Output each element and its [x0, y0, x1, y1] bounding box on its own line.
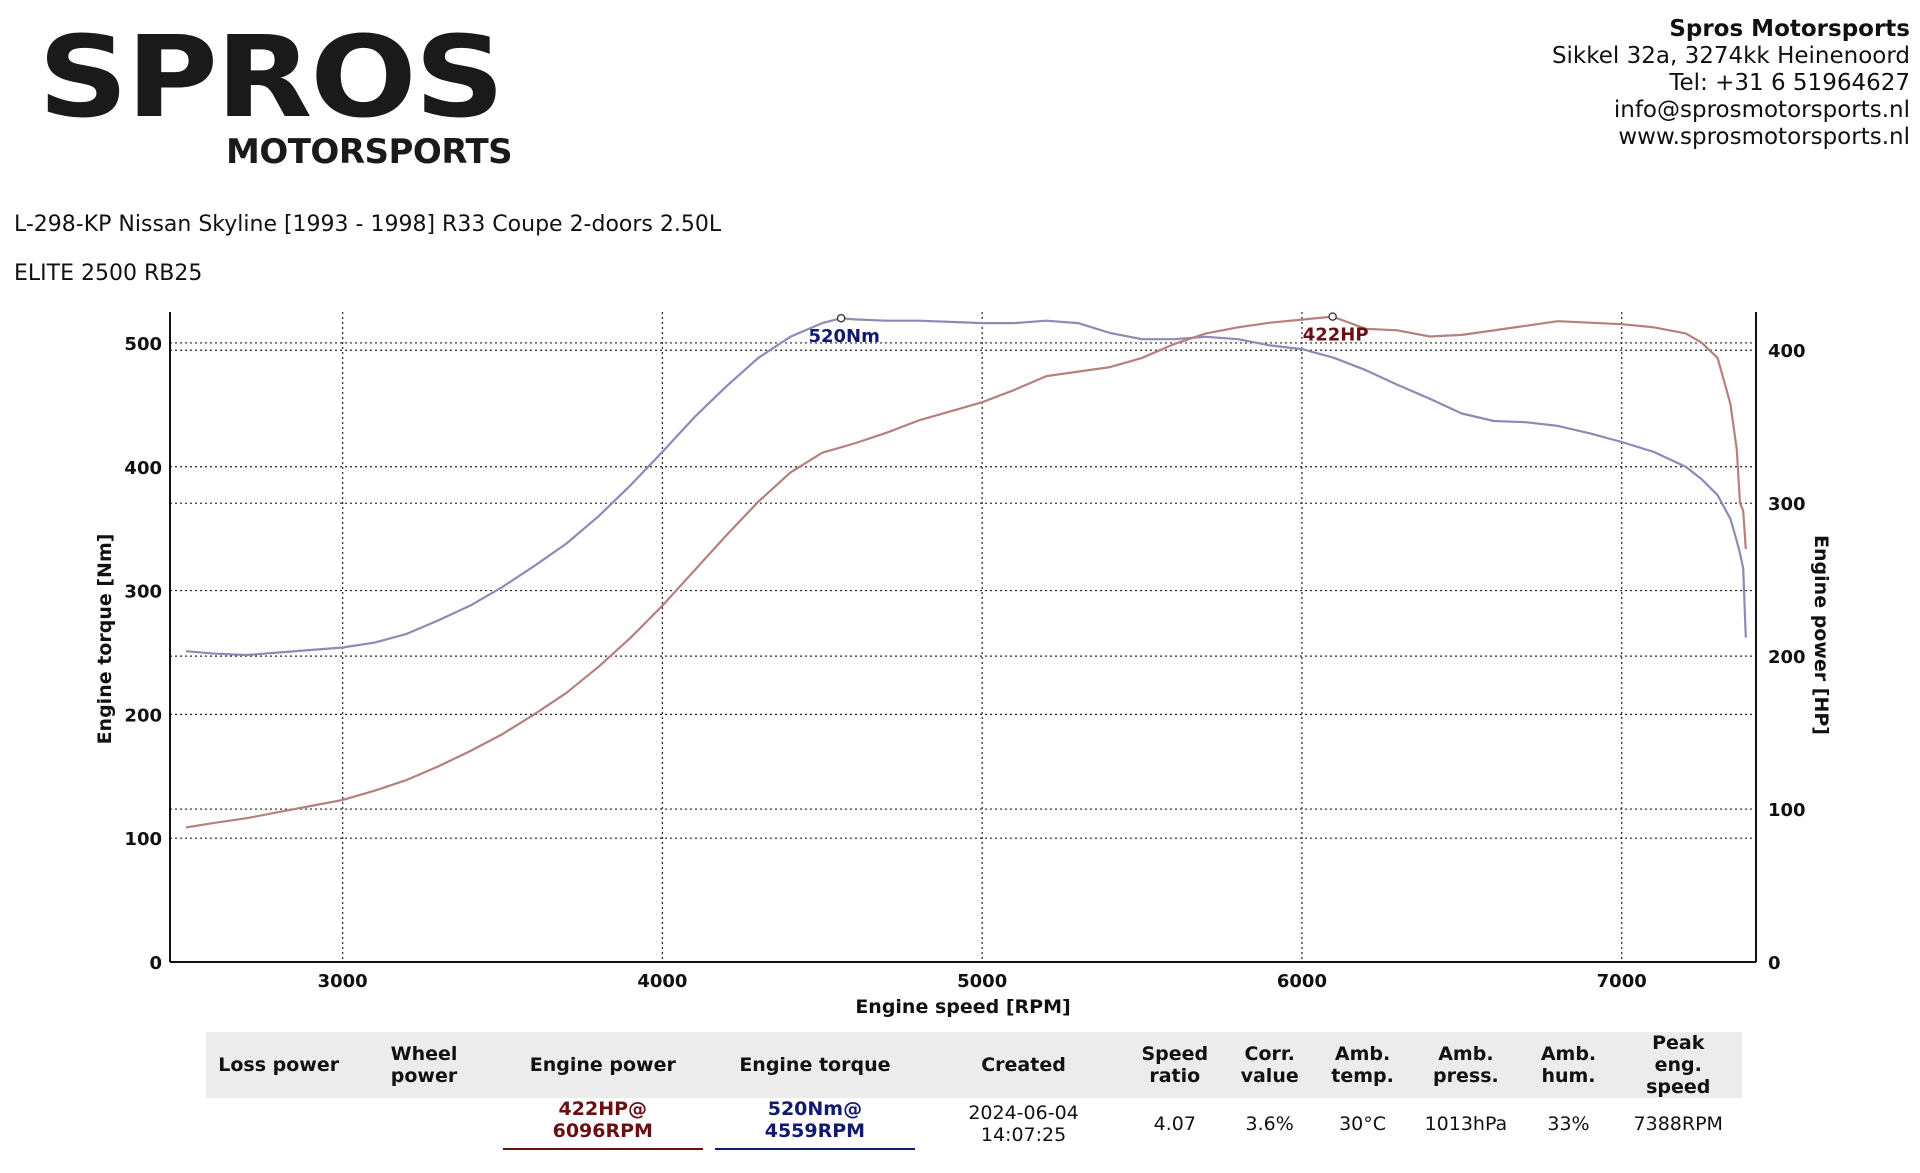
results-column-header-text: eng. speed [1646, 1054, 1711, 1098]
company-email[interactable]: info@sprosmotorsports.nl [1613, 97, 1910, 123]
y-right-axis-title: Engine power [HP] [1810, 535, 1832, 735]
results-column-header: Corr. value [1223, 1032, 1316, 1098]
results-column-header-text: Speed [1141, 1043, 1209, 1065]
results-cell: 4.07 [1153, 1113, 1196, 1135]
results-column-header-text: Engine power [529, 1054, 676, 1076]
results-column-header: Engine torque [708, 1032, 921, 1098]
results-column-header-text: value [1240, 1065, 1299, 1087]
y-right-tick-label: 300 [1768, 494, 1806, 515]
y-left-tick-label: 400 [124, 458, 162, 479]
company-address: Sikkel 32a, 3274kk Heinenoord [1551, 43, 1910, 69]
results-cell: 7388RPM [1633, 1113, 1723, 1135]
results-column-header-text: Loss power [218, 1054, 340, 1076]
y-right-tick-label: 100 [1768, 800, 1806, 821]
y-left-tick-label: 200 [124, 705, 162, 726]
y-left-tick-label: 500 [124, 334, 162, 355]
engine-description: ELITE 2500 RB25 [14, 261, 203, 286]
results-cell [351, 1098, 496, 1150]
results-column-header-text: temp. [1331, 1065, 1394, 1087]
results-column-header: Loss power [206, 1032, 352, 1098]
x-axis-title: Engine speed [RPM] [855, 996, 1070, 1018]
results-cell: 30°C [1339, 1113, 1387, 1135]
torque-peak-label: 520Nm [808, 326, 879, 347]
x-tick-label: 4000 [637, 971, 687, 992]
power-peak-label: 422HP [1303, 325, 1369, 346]
results-cell: 3.6% [1245, 1113, 1294, 1135]
power-curve [185, 315, 1747, 829]
results-column-header-text: Engine torque [739, 1054, 891, 1076]
company-website[interactable]: www.sprosmotorsports.nl [1618, 124, 1910, 150]
results-header-row: Loss power Wheel power Engine power Engine … [206, 1032, 1742, 1098]
power-peak-marker [1328, 312, 1337, 321]
y-left-axis-title: Engine torque [Nm] [94, 534, 116, 745]
torque-curve [185, 317, 1747, 657]
results-column-header-text: Created [981, 1054, 1066, 1076]
results-column-header: Speed ratio [1126, 1032, 1224, 1098]
y-left-tick-label: 300 [124, 582, 162, 603]
results-column-header-text: Amb. [1540, 1043, 1597, 1065]
results-column-header: Amb. temp. [1315, 1032, 1410, 1098]
company-name: Spros Motorsports [1669, 16, 1910, 42]
vehicle-description: L-298-KP Nissan Skyline [1993 - 1998] R3… [14, 212, 722, 237]
engine-torque-value: 520Nm@ 4559RPM [714, 1098, 915, 1150]
results-column-header-text: Amb. [1438, 1043, 1494, 1065]
x-tick-label: 3000 [318, 971, 368, 992]
y-right-tick-label: 0 [1768, 953, 1781, 974]
torque-peak-marker [836, 313, 846, 323]
results-cell: 520Nm@ 4559RPM [709, 1098, 921, 1150]
results-column-header-text: press. [1433, 1065, 1499, 1087]
company-phone: Tel: +31 6 51964627 [1669, 70, 1910, 96]
logo-subtext: MOTORSPORTS [226, 132, 513, 172]
x-tick-label: 6000 [1277, 971, 1327, 992]
results-value-row: 422HP@ 6096RPM 520Nm@ 4559RPM 2024-06-04 1… [206, 1098, 1742, 1150]
results-cell [206, 1098, 351, 1150]
results-cell: 1013hPa [1424, 1113, 1508, 1135]
results-cell: 33% [1547, 1113, 1590, 1135]
results-column-header-text: Amb. [1334, 1043, 1391, 1065]
results-column-header: Amb. press. [1409, 1032, 1523, 1098]
results-column-header: Wheel power [351, 1032, 497, 1098]
logo-wordmark: SPROS [38, 13, 505, 143]
results-column-header-text: Wheel power [390, 1043, 458, 1087]
engine-power-value: 422HP@ 6096RPM [502, 1098, 703, 1150]
results-column-header-text: Corr. [1244, 1043, 1295, 1065]
results-column-header-text: Peak [1652, 1032, 1705, 1054]
results-column-header: Created [920, 1032, 1127, 1098]
spros-logo: SPROS MOTORSPORTS [38, 13, 518, 173]
y-right-tick-label: 400 [1768, 341, 1806, 362]
y-left-tick-label: 100 [124, 829, 162, 850]
results-column-header-text: ratio [1149, 1065, 1201, 1087]
results-cell: 422HP@ 6096RPM [497, 1098, 709, 1150]
y-right-tick-label: 200 [1768, 647, 1806, 668]
results-cell: 2024-06-04 14:07:25 [968, 1102, 1079, 1146]
x-tick-label: 5000 [957, 971, 1007, 992]
results-column-header: Peak eng. speed [1614, 1032, 1742, 1098]
results-table: Loss power Wheel power Engine power Engine … [206, 1032, 1742, 1150]
results-column-header: Engine power [496, 1032, 709, 1098]
x-tick-label: 7000 [1597, 971, 1647, 992]
y-left-tick-label: 0 [149, 953, 162, 974]
contact-block: Spros Motorsports Sikkel 32a, 3274kk Hei… [1552, 16, 1910, 151]
results-column-header: Amb. hum. [1522, 1032, 1615, 1098]
results-column-header-text: hum. [1541, 1065, 1596, 1087]
